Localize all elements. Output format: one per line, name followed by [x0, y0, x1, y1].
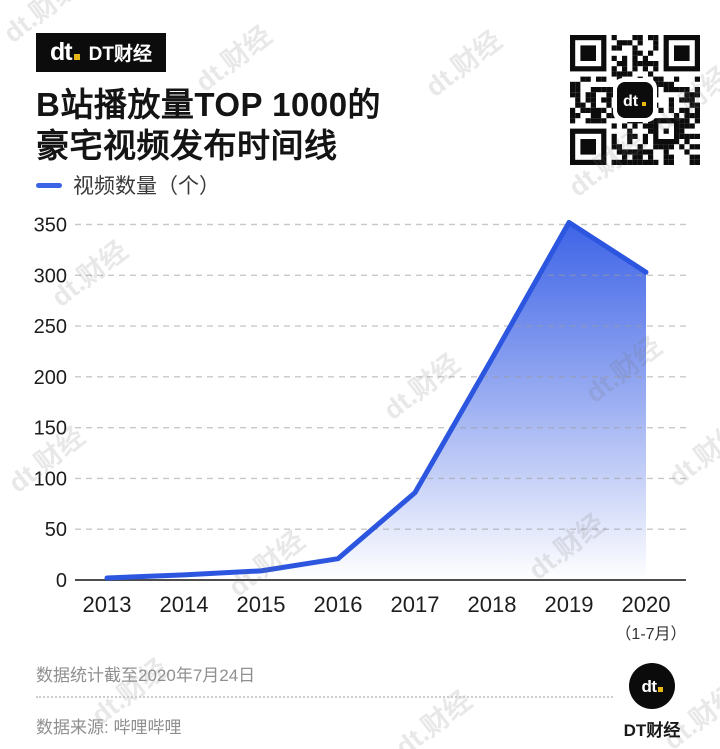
x-axis-tick-label: 2020 — [622, 592, 671, 617]
chart-area-fill — [107, 222, 646, 580]
x-axis-tick-label: 2014 — [160, 592, 209, 617]
dt-logo-mark: dt — [50, 40, 80, 65]
watermark-text: dt.财经 — [390, 685, 478, 749]
dt-badge-letters: dt — [641, 676, 657, 696]
x-axis-tick-label: 2019 — [545, 592, 594, 617]
y-axis-tick-label: 350 — [34, 215, 67, 237]
page-title-line2: 豪宅视频发布时间线 — [36, 127, 338, 164]
y-axis-tick-label: 100 — [34, 468, 67, 490]
x-axis-tick-label: 2017 — [391, 592, 440, 617]
page-title: B站播放量TOP 1000的 豪宅视频发布时间线 — [36, 84, 381, 166]
qr-center-logo-letters: dt — [623, 93, 639, 110]
legend-line-swatch — [36, 182, 62, 188]
x-axis-tick-label: 2013 — [83, 592, 132, 617]
y-axis-tick-label: 0 — [56, 570, 67, 592]
watermark-text: dt.财经 — [420, 25, 508, 103]
dt-logo-dot-icon — [73, 54, 80, 60]
y-axis-tick-label: 50 — [45, 519, 67, 541]
x-axis-tick-label: 2016 — [314, 592, 363, 617]
x-axis-tick-label: 2018 — [468, 592, 517, 617]
y-axis-tick-label: 250 — [34, 316, 67, 338]
dt-badge-dot-icon — [657, 686, 663, 692]
dt-badge-icon: dt — [629, 663, 675, 709]
footer-divider — [36, 696, 613, 698]
data-line — [104, 219, 649, 581]
legend-label: 视频数量（个） — [73, 175, 220, 198]
dt-logo: dt DT财经 — [36, 33, 166, 72]
x-axis-tick-label: 2015 — [237, 592, 286, 617]
y-axis-tick-label: 200 — [34, 367, 67, 389]
dt-logo-name: DT财经 — [88, 44, 152, 65]
dt-badge-name: DT财经 — [623, 721, 681, 740]
page-title-line1: B站播放量TOP 1000的 — [36, 86, 382, 123]
y-axis-tick-label: 150 — [34, 418, 67, 440]
y-axis-tick-label: 300 — [34, 265, 67, 287]
data-source-note: 数据来源: 哔哩哔哩 — [36, 718, 182, 737]
area-chart: 0 50 100 150 200 250 300 350 2013 2014 2015 2016 201… — [34, 215, 687, 644]
qr-code: dt — [570, 35, 700, 165]
dt-logo-letters: dt — [50, 38, 73, 66]
x-axis-subnote: （1-7月） — [615, 625, 686, 643]
legend: 视频数量（个） — [36, 170, 220, 200]
data-cutoff-note: 数据统计截至2020年7月24日 — [36, 666, 256, 685]
dt-badge-mark: dt — [641, 676, 663, 696]
